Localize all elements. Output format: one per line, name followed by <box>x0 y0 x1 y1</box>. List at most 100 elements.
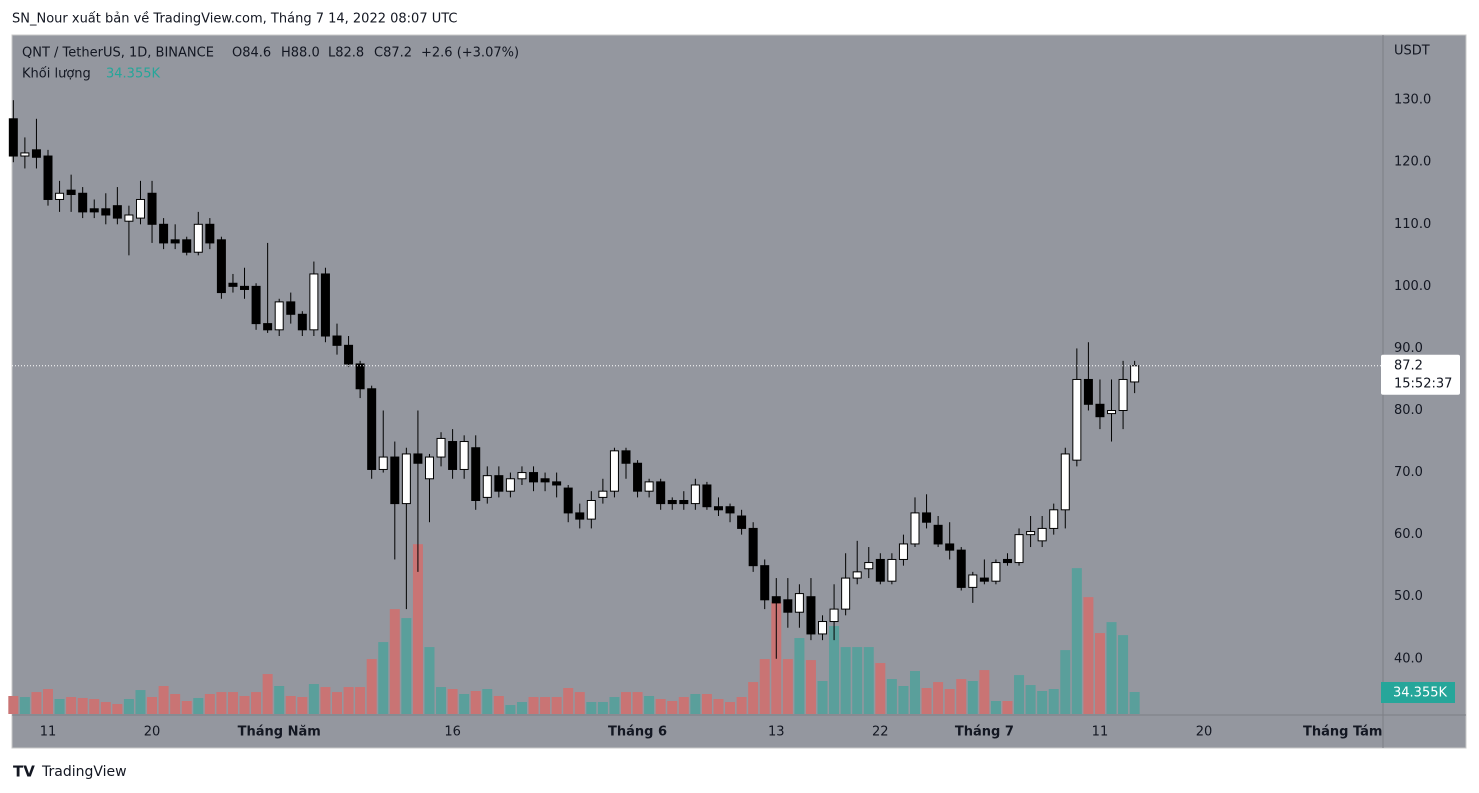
y-tick-label: 110.0 <box>1394 217 1431 232</box>
volume-bar <box>43 689 53 714</box>
candle-body <box>956 549 966 588</box>
candle-body <box>1107 409 1117 415</box>
volume-bar <box>655 699 666 714</box>
candle-body <box>540 478 550 483</box>
candle-body <box>898 543 908 560</box>
volume-value: 34.355K <box>106 67 160 82</box>
volume-badge-label: 34.355K <box>1393 686 1447 701</box>
candle-body <box>228 282 238 287</box>
volume-bar <box>320 687 331 714</box>
volume-bar <box>193 697 204 714</box>
volume-bar <box>886 679 897 714</box>
low: L82.8 <box>328 46 364 61</box>
candle-body <box>344 344 354 365</box>
volume-bar <box>863 647 874 714</box>
volume-bar <box>112 704 123 714</box>
candle-body <box>829 608 839 623</box>
currency: USDT <box>1394 44 1430 59</box>
volume-bar <box>1060 650 1071 714</box>
candle-body <box>8 118 18 157</box>
candle-body <box>309 273 319 331</box>
candle-body <box>1083 378 1093 405</box>
candle-body <box>274 301 284 331</box>
volume-bar <box>875 663 886 714</box>
candle-body <box>679 499 689 505</box>
candle-body <box>263 323 273 331</box>
volume-bar <box>239 696 250 714</box>
y-tick-label: 120.0 <box>1394 155 1431 170</box>
volume-bar <box>597 702 608 714</box>
volume-bar <box>725 702 736 714</box>
candle-body <box>31 149 41 158</box>
volume-bar <box>586 702 597 714</box>
candle-body <box>135 198 145 219</box>
candle-body <box>297 313 307 331</box>
volume-bar <box>251 692 262 714</box>
candle-body <box>875 558 885 582</box>
volume-bar <box>1106 622 1117 714</box>
candle-body <box>864 562 874 570</box>
volume-bar <box>1037 691 1048 714</box>
volume-bar <box>262 674 273 714</box>
candle-body <box>979 577 989 582</box>
candle-body <box>806 596 816 635</box>
volume-bar <box>1094 633 1105 714</box>
volume-bar <box>447 689 458 714</box>
volume-bar <box>574 692 585 714</box>
y-tick-label: 60.0 <box>1394 527 1423 542</box>
volume-bar <box>100 702 111 714</box>
candle-body <box>1014 534 1024 564</box>
volume-bar <box>1083 597 1094 714</box>
volume-bar <box>482 689 493 714</box>
y-tick-label: 70.0 <box>1394 465 1423 480</box>
candle-body <box>505 478 515 492</box>
volume-bar <box>297 697 308 714</box>
volume-bar <box>89 699 100 714</box>
x-tick-label: Tháng Năm <box>238 725 321 740</box>
volume-bar <box>621 692 631 714</box>
candle-body <box>55 192 65 200</box>
candle-body <box>66 189 76 196</box>
volume-bar <box>285 696 296 714</box>
change: +2.6 (+3.07%) <box>421 46 519 61</box>
candle-body <box>656 481 666 505</box>
candle-body <box>598 490 608 498</box>
candle-body <box>760 565 770 601</box>
candle-body <box>713 506 723 511</box>
candle-body <box>124 214 134 222</box>
candle-body <box>216 239 226 294</box>
volume-bar <box>898 686 909 714</box>
candle-body <box>1060 453 1070 511</box>
volume-bar <box>540 697 551 714</box>
volume-bar <box>1129 692 1140 714</box>
candle-body <box>367 388 377 470</box>
candle-body <box>240 285 250 290</box>
candle-body <box>78 192 88 213</box>
volume-bar <box>181 701 192 714</box>
candle-body <box>390 456 400 505</box>
candle-body <box>471 447 481 501</box>
candle-body <box>910 512 920 545</box>
x-tick-label: 20 <box>1196 725 1213 740</box>
y-tick-label: 100.0 <box>1394 279 1431 294</box>
volume-bar <box>158 686 169 714</box>
candle-body <box>147 192 157 225</box>
brand: TradingView <box>41 764 127 780</box>
volume-bar <box>817 681 828 714</box>
volume-bar <box>493 696 504 714</box>
candle-body <box>922 512 932 523</box>
volume-bar <box>1118 635 1129 714</box>
volume-bar <box>678 697 689 714</box>
volume-bar <box>135 690 146 714</box>
volume-bar <box>748 682 759 714</box>
candle-body <box>1118 378 1128 411</box>
candle-body <box>436 437 446 458</box>
candle-body <box>43 155 53 200</box>
volume-bar <box>1025 685 1036 714</box>
volume-bar <box>1048 689 1059 714</box>
volume-bar <box>31 692 42 714</box>
volume-name: Khối lượng <box>22 67 91 82</box>
volume-bar <box>921 688 932 714</box>
volume-bar <box>667 701 678 714</box>
